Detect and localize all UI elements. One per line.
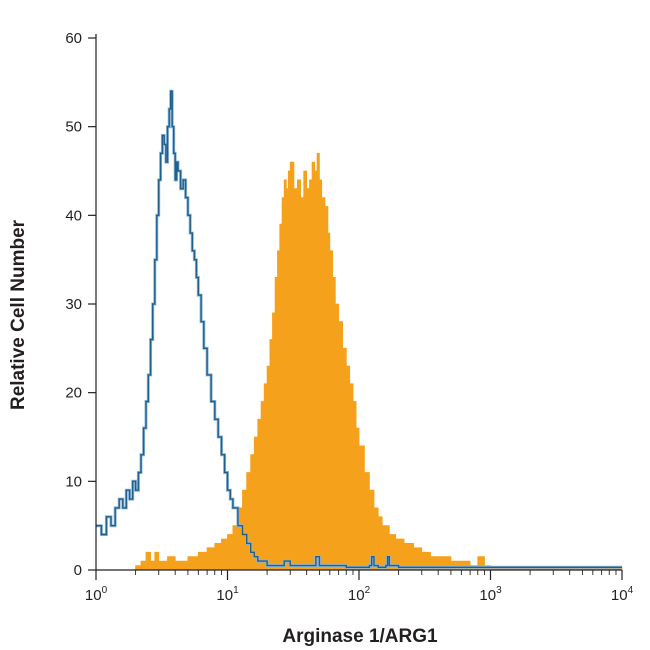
series-stained-area xyxy=(96,152,623,571)
y-axis-title: Relative Cell Number xyxy=(8,219,29,410)
y-tick-label: 10 xyxy=(65,473,82,490)
x-minor-ticks xyxy=(135,570,617,575)
series-isotype-outline xyxy=(96,90,622,568)
y-tick-label: 30 xyxy=(65,296,82,313)
y-tick-label: 20 xyxy=(65,385,82,402)
x-tick-label: 103 xyxy=(479,585,502,604)
y-ticks: 0 10 20 30 40 50 60 xyxy=(65,30,96,579)
y-tick-label: 0 xyxy=(74,562,82,579)
x-tick-label: 102 xyxy=(348,585,371,604)
y-tick-label: 40 xyxy=(65,207,82,224)
x-major-ticks: 100 101 102 103 104 xyxy=(85,570,634,604)
x-tick-label: 104 xyxy=(611,585,634,604)
plot-series xyxy=(96,89,623,571)
x-axis-title: Arginase 1/ARG1 xyxy=(282,626,438,647)
y-tick-label: 50 xyxy=(65,119,82,136)
y-tick-label: 60 xyxy=(65,30,82,47)
x-tick-label: 101 xyxy=(216,585,239,604)
x-tick-label: 100 xyxy=(85,585,108,604)
